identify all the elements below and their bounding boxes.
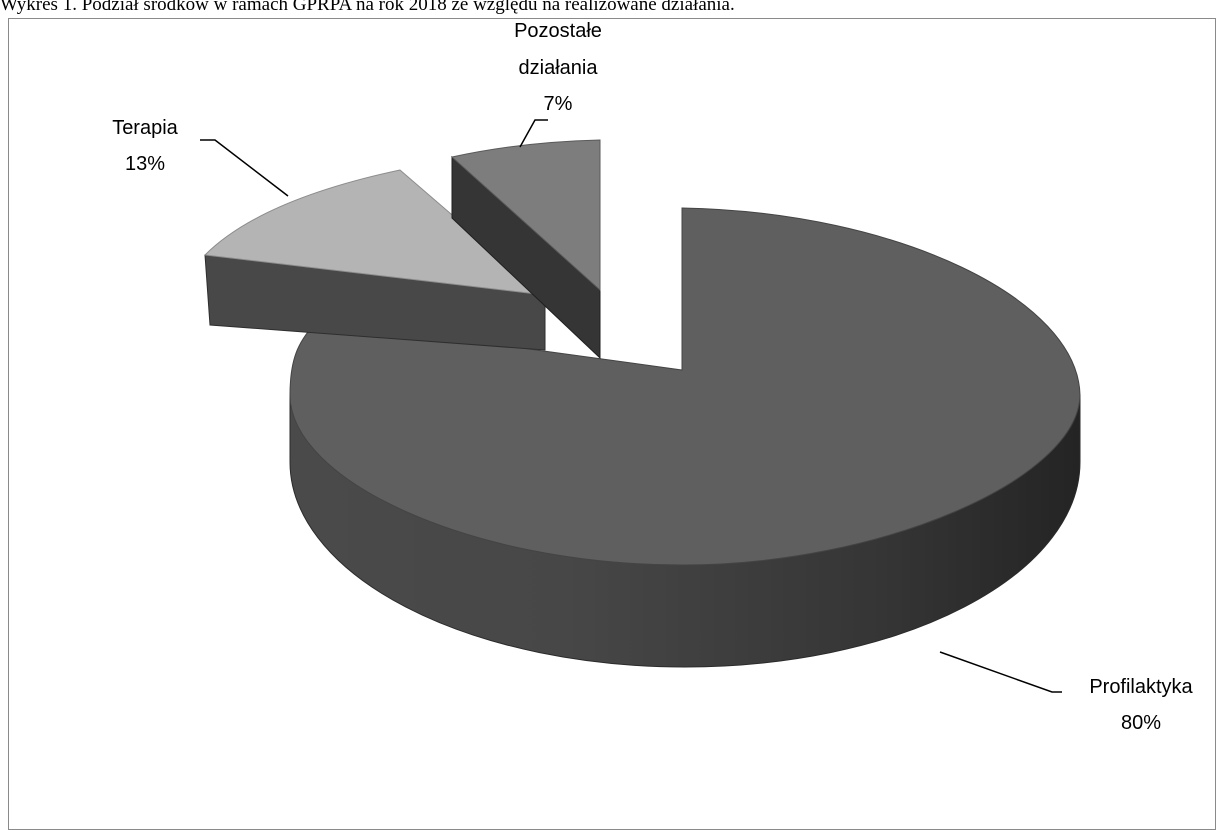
figure-caption: Wykres 1. Podział środków w ramach GPRPA… [0, 0, 735, 15]
label-pozostale-line2: działania [519, 57, 599, 79]
slice-profilaktyka-top [289, 207, 1081, 566]
leader-line-profilaktyka [939, 651, 1062, 693]
label-terapia: Terapia [112, 117, 178, 139]
label-pozostale-line1: Pozostałe [514, 20, 602, 42]
label-profilaktyka: Profilaktyka [1089, 676, 1193, 698]
label-pozostale-pct: 7% [544, 93, 573, 115]
leader-line-pozostale [519, 119, 548, 148]
slice-pozostale [450, 139, 601, 360]
slice-terapia [203, 169, 547, 351]
slice-profilaktyka [289, 207, 1081, 668]
label-terapia-pct: 13% [125, 153, 165, 175]
slice-terapia-top [203, 169, 547, 296]
slice-pozostale-top [450, 139, 601, 292]
leader-line-terapia [200, 139, 289, 197]
label-profilaktyka-pct: 80% [1121, 712, 1161, 734]
